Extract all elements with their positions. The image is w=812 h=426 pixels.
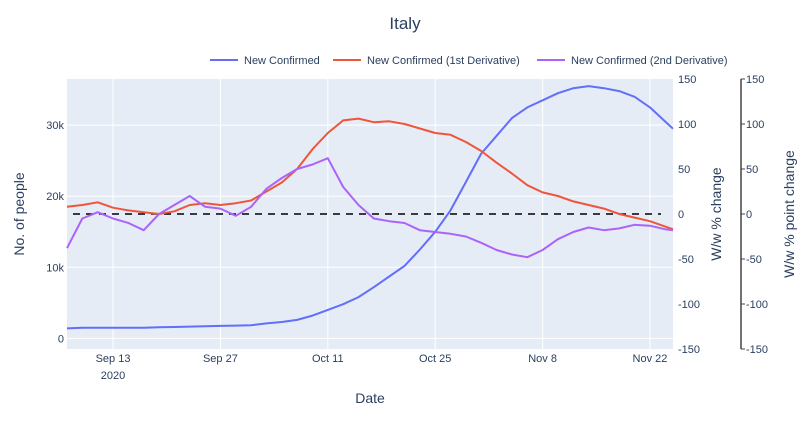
y2-tick-label: -50 [678, 254, 694, 266]
x-tick-label: Oct 11 [312, 353, 344, 365]
legend[interactable]: New Confirmed New Confirmed (1st Derivati… [210, 55, 728, 67]
y3-axis: 150 100 50 0 -50 -100 -150 [740, 74, 768, 356]
legend-label-3: New Confirmed (2nd Derivative) [571, 55, 728, 67]
y3-tick-label: -50 [746, 254, 762, 266]
y2-axis-ticks: 150 100 50 0 -50 -100 -150 [678, 74, 700, 356]
y2-tick-label: 0 [678, 209, 684, 221]
chart-title: Italy [389, 14, 421, 33]
x-axis-ticks: Sep 13 2020 Sep 27 Oct 11 Oct 25 Nov 8 Nov 22 [96, 353, 668, 382]
y2-tick-label: 150 [678, 74, 696, 86]
series-line-2 [66, 117, 674, 231]
y3-tick-label: -150 [746, 344, 768, 356]
x-tick-label: Nov 22 [633, 353, 668, 365]
y3-tick-label: 150 [746, 74, 764, 86]
y2-tick-label: -150 [678, 344, 700, 356]
x-tick-sublabel: 2020 [101, 370, 125, 382]
y3-tick-label: 50 [746, 164, 758, 176]
series-layer [66, 85, 674, 330]
x-tick-label: Sep 13 [96, 353, 131, 365]
y3-tick-label: 100 [746, 119, 764, 131]
x-tick-label: Oct 25 [419, 353, 451, 365]
y2-tick-label: -100 [678, 299, 700, 311]
y3-tick-label: -100 [746, 299, 768, 311]
series-line-3 [66, 157, 674, 259]
y-axis-ticks: 0 10k 20k 30k [46, 120, 64, 345]
x-tick-label: Nov 8 [528, 353, 557, 365]
y2-tick-label: 100 [678, 119, 696, 131]
y2-axis-label: W/w % change [708, 167, 724, 261]
y-axis-label: No. of people [11, 172, 27, 255]
x-tick-label: Sep 27 [203, 353, 238, 365]
y-tick-label: 30k [46, 120, 64, 132]
y3-axis-label: W/w % point change [781, 150, 797, 278]
legend-label-1: New Confirmed [244, 55, 320, 67]
y-tick-label: 10k [46, 262, 64, 274]
y2-tick-label: 50 [678, 164, 690, 176]
series-line-1 [66, 85, 674, 330]
y-tick-label: 20k [46, 191, 64, 203]
legend-label-2: New Confirmed (1st Derivative) [367, 55, 520, 67]
y-tick-label: 0 [58, 333, 64, 345]
x-axis-label: Date [355, 390, 385, 406]
y3-tick-label: 0 [746, 209, 752, 221]
